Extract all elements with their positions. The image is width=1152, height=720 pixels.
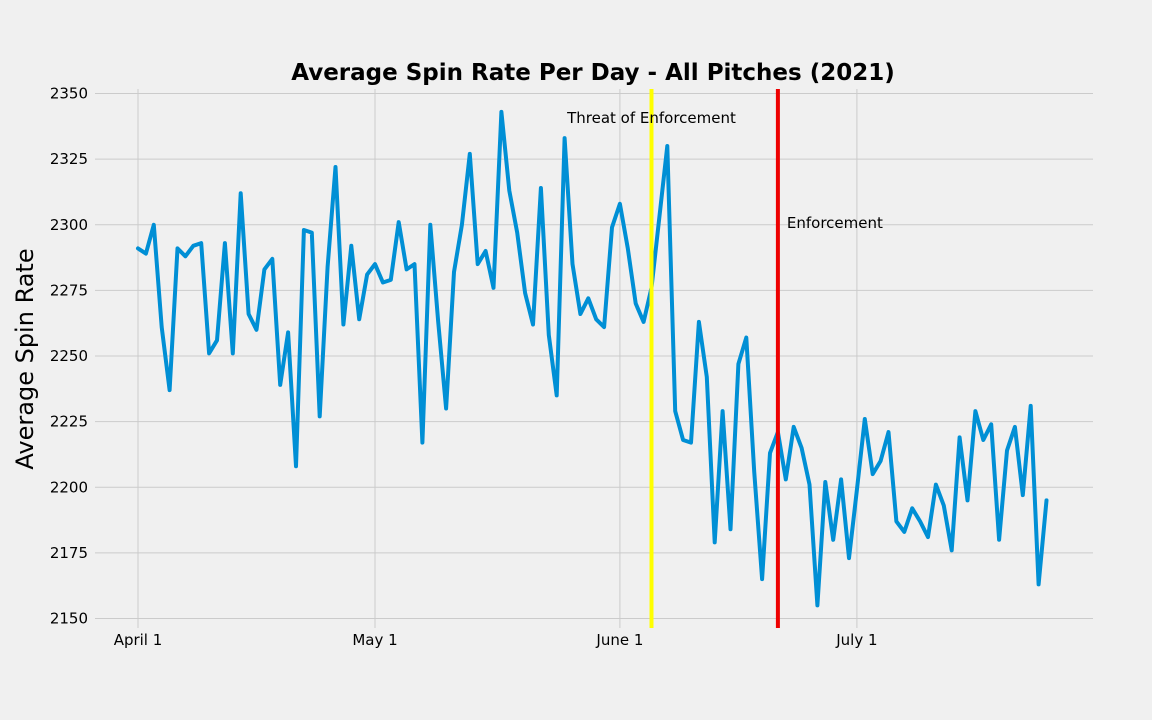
y-tick-label: 2225 <box>50 413 88 431</box>
y-axis-label: Average Spin Rate <box>11 248 39 469</box>
x-tick-label: April 1 <box>114 631 163 649</box>
annotation-label: Enforcement <box>787 214 883 232</box>
annotation-label: Threat of Enforcement <box>566 109 736 127</box>
chart-title: Average Spin Rate Per Day - All Pitches … <box>291 60 895 86</box>
y-tick-label: 2275 <box>50 281 88 299</box>
x-tick-label: June 1 <box>595 631 643 649</box>
y-tick-label: 2250 <box>50 347 88 365</box>
series-line <box>136 109 1049 608</box>
y-tick-label: 2175 <box>50 544 88 562</box>
y-tick-label: 2350 <box>50 85 88 103</box>
grid-layer <box>95 89 1093 628</box>
tick-layer: 2150 2175 2200 2225 2250 2275 2300 2325 2350 Apri… <box>50 85 878 650</box>
x-tick-label: July 1 <box>835 631 877 649</box>
y-tick-label: 2150 <box>50 610 88 628</box>
x-tick-label: May 1 <box>352 631 397 649</box>
y-tick-label: 2300 <box>50 216 88 234</box>
y-tick-label: 2200 <box>50 478 88 496</box>
annotation-layer: Threat of Enforcement Enforcement <box>566 89 883 628</box>
series-layer <box>136 109 1049 608</box>
y-tick-label: 2325 <box>50 150 88 168</box>
